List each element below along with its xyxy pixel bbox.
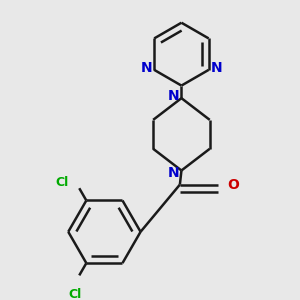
- Text: N: N: [140, 61, 152, 75]
- Text: O: O: [227, 178, 239, 192]
- Text: Cl: Cl: [68, 287, 81, 300]
- Text: Cl: Cl: [55, 176, 68, 189]
- Text: N: N: [211, 61, 222, 75]
- Text: N: N: [168, 89, 179, 103]
- Text: N: N: [168, 166, 179, 180]
